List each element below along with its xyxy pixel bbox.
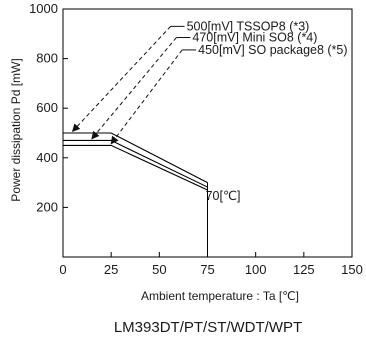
annotation-layer: 500[mV] TSSOP8 (*3)470[mV] Mini SO8 (*4)… — [71, 19, 348, 203]
annotation-label: 450[mV] SO package8 (*5) — [198, 43, 347, 57]
annotation-label: 500[mV] TSSOP8 (*3) — [187, 19, 310, 33]
annotation-arrow — [91, 37, 177, 140]
y-axis-ticks: 200 400 600 800 1000 — [29, 1, 68, 214]
series-layer — [63, 132, 208, 257]
series-line-2 — [63, 144, 208, 191]
annotation-arrow — [110, 49, 183, 145]
series-line-0 — [63, 132, 208, 184]
x-tick-label: 125 — [293, 262, 315, 277]
y-tick-label: 400 — [36, 150, 58, 165]
x-tick-label: 50 — [152, 262, 166, 277]
x-tick-label: 100 — [245, 262, 267, 277]
y-axis-label: Power dissipation Pd [mW] — [9, 58, 23, 201]
x-tick-label: 75 — [200, 262, 214, 277]
x-axis-label: Ambient temperature : Ta [℃] — [141, 289, 299, 303]
annotation-label: 470[mV] Mini SO8 (*4) — [192, 31, 317, 45]
x-tick-label: 0 — [59, 262, 66, 277]
y-tick-label: 600 — [36, 100, 58, 115]
annotation-label: 70[℃] — [206, 189, 241, 203]
x-tick-label: 150 — [341, 262, 363, 277]
y-tick-label: 200 — [36, 199, 58, 214]
annotation-arrow — [71, 26, 171, 132]
chart-caption: LM393DT/PT/ST/WDT/WPT — [114, 319, 302, 336]
y-tick-label: 1000 — [29, 1, 58, 16]
y-tick-label: 800 — [36, 51, 58, 66]
x-axis-ticks: 0 25 50 75 100 125 150 — [59, 252, 363, 277]
x-tick-label: 25 — [104, 262, 118, 277]
